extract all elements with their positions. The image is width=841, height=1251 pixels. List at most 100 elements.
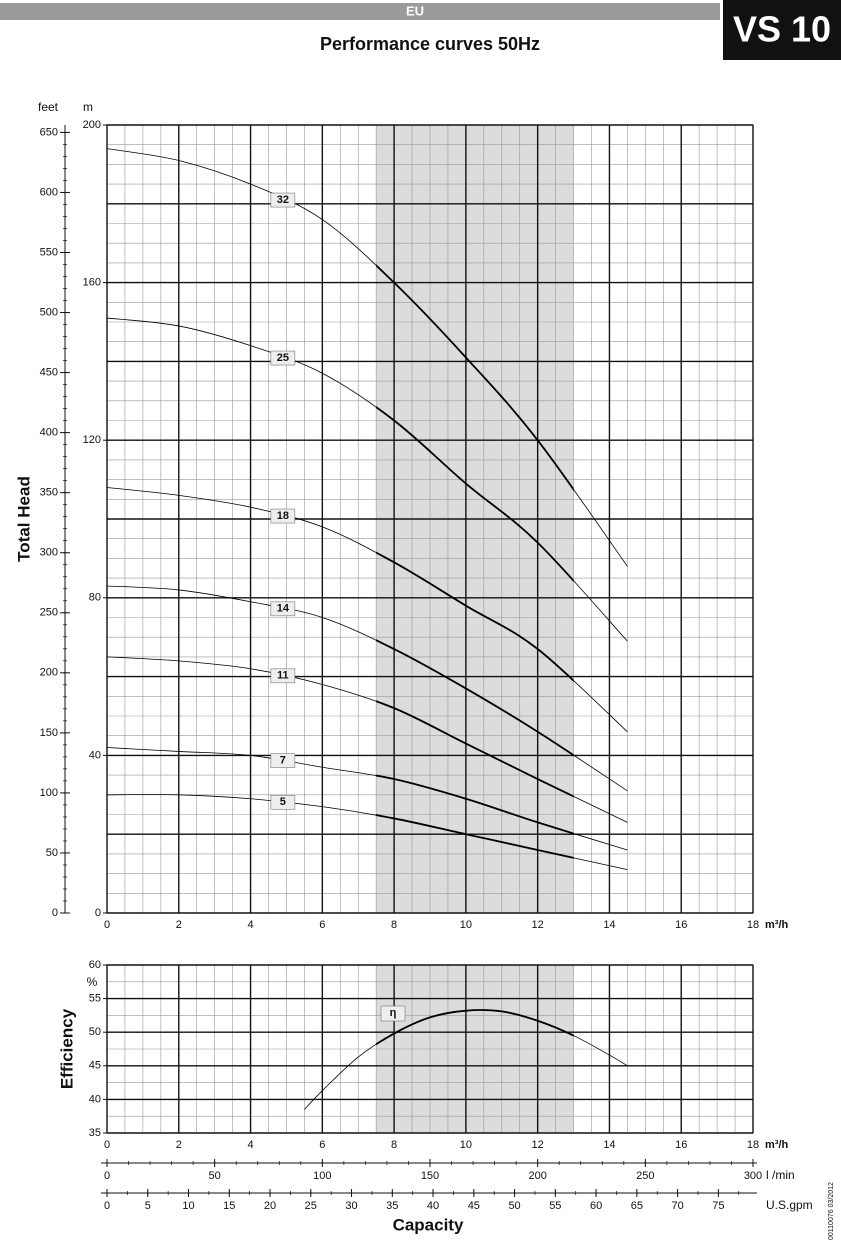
y-tick-label: 160 xyxy=(83,277,101,289)
curve-highlight xyxy=(376,774,574,835)
plot-frame xyxy=(106,964,754,1134)
secondary-tick-label: 300 xyxy=(744,1170,762,1182)
x-tick-label: 6 xyxy=(319,1139,325,1151)
secondary-tick-label: 150 xyxy=(421,1170,439,1182)
curve-label-box xyxy=(270,794,296,810)
plot-frame xyxy=(106,124,754,914)
curve-label: 32 xyxy=(277,194,289,206)
y2-tick-label: 550 xyxy=(40,246,58,258)
curve-highlight xyxy=(376,264,574,491)
y-tick-label: 80 xyxy=(89,592,101,604)
x-tick-label: 8 xyxy=(391,1139,397,1151)
chart-title: Performance curves 50Hz xyxy=(320,34,540,54)
curve-highlight xyxy=(376,406,574,582)
x-tick-label: 2 xyxy=(176,919,182,931)
secondary-tick-label: 5 xyxy=(145,1200,151,1212)
curve-highlight xyxy=(376,639,574,757)
y2-tick-label: 150 xyxy=(40,727,58,739)
curve-label-box xyxy=(270,508,296,524)
y-tick-label: 55 xyxy=(89,993,101,1005)
model: VS 10 xyxy=(733,9,831,50)
secondary-tick-label: 50 xyxy=(508,1200,520,1212)
model-box xyxy=(723,0,841,60)
y-tick-label: 50 xyxy=(89,1026,101,1038)
secondary-tick-label: 50 xyxy=(209,1170,221,1182)
secondary-tick-label: 35 xyxy=(386,1200,398,1212)
secondary-tick-label: 55 xyxy=(549,1200,561,1212)
y2-tick-label: 0 xyxy=(52,907,58,919)
y2-tick-label: 100 xyxy=(40,787,58,799)
header-bar xyxy=(0,3,720,20)
secondary-tick-label: 25 xyxy=(305,1200,317,1212)
y-tick-label: 200 xyxy=(83,119,101,131)
curve-label: 14 xyxy=(277,603,290,615)
curve-label: 11 xyxy=(277,670,289,682)
curve-label-box xyxy=(270,601,296,617)
secondary-tick-label: 70 xyxy=(671,1200,683,1212)
curve-highlight xyxy=(376,1009,574,1046)
y2-tick-label: 50 xyxy=(46,847,58,859)
x-tick-label: 18 xyxy=(747,1139,759,1151)
x-tick-label: 10 xyxy=(460,1139,472,1151)
y2-tick-label: 300 xyxy=(40,547,58,559)
secondary-tick-label: 75 xyxy=(712,1200,724,1212)
x-tick-label: 14 xyxy=(603,1139,615,1151)
x-tick-label: 14 xyxy=(603,919,615,931)
secondary-unit: l /min xyxy=(766,1168,795,1182)
x-tick-label: 2 xyxy=(176,1139,182,1151)
y-tick-label: 45 xyxy=(89,1060,101,1072)
secondary-tick-label: 45 xyxy=(468,1200,480,1212)
curve-label-box xyxy=(270,753,296,769)
y2-tick-label: 650 xyxy=(40,126,58,138)
secondary-unit: U.S.gpm xyxy=(766,1198,813,1212)
y-tick-label: 60 xyxy=(89,959,101,971)
x-tick-label: 12 xyxy=(532,919,544,931)
curve-label: 25 xyxy=(277,352,289,364)
y-tick-label: 40 xyxy=(89,1093,101,1105)
secondary-tick-label: 200 xyxy=(528,1170,546,1182)
x-tick-label: 4 xyxy=(247,1139,253,1151)
curve-label-box xyxy=(270,192,296,208)
secondary-tick-label: 20 xyxy=(264,1200,276,1212)
y2-tick-label: 600 xyxy=(40,186,58,198)
x-tick-label: 0 xyxy=(104,919,110,931)
y2-tick-label: 500 xyxy=(40,306,58,318)
y2-tick-label: 250 xyxy=(40,607,58,619)
y-unit: % xyxy=(87,975,98,989)
secondary-tick-label: 0 xyxy=(104,1200,110,1212)
y-tick-label: 120 xyxy=(83,434,101,446)
x-unit: m³/h xyxy=(765,1139,789,1151)
y-tick-label: 0 xyxy=(95,907,101,919)
x-axis-title: Capacity xyxy=(393,1215,464,1234)
secondary-tick-label: 60 xyxy=(590,1200,602,1212)
x-tick-label: 4 xyxy=(247,919,253,931)
secondary-tick-label: 65 xyxy=(631,1200,643,1212)
y2-unit: feet xyxy=(38,100,59,114)
secondary-tick-label: 30 xyxy=(345,1200,357,1212)
region: EU xyxy=(406,3,424,18)
curve-label: 18 xyxy=(277,510,289,522)
x-tick-label: 6 xyxy=(319,919,325,931)
secondary-tick-label: 40 xyxy=(427,1200,439,1212)
curve-highlight xyxy=(376,814,574,859)
y-tick-label: 35 xyxy=(89,1127,101,1139)
x-unit: m³/h xyxy=(765,919,789,931)
x-tick-label: 16 xyxy=(675,919,687,931)
y-axis-title: Efficiency xyxy=(57,1008,76,1089)
curve-highlight xyxy=(376,700,574,798)
doc-code: 00110076 03/2012 xyxy=(828,1182,835,1240)
y-unit: m xyxy=(83,100,93,114)
x-tick-label: 16 xyxy=(675,1139,687,1151)
y2-tick-label: 400 xyxy=(40,427,58,439)
y2-tick-label: 450 xyxy=(40,366,58,378)
secondary-tick-label: 0 xyxy=(104,1170,110,1182)
secondary-tick-label: 15 xyxy=(223,1200,235,1212)
curve-label: η xyxy=(390,1007,397,1019)
curve-label: 5 xyxy=(280,796,286,808)
curve-label-box xyxy=(270,668,296,684)
x-tick-label: 0 xyxy=(104,1139,110,1151)
x-tick-label: 12 xyxy=(532,1139,544,1151)
y2-tick-label: 200 xyxy=(40,667,58,679)
curve-highlight xyxy=(376,551,574,682)
